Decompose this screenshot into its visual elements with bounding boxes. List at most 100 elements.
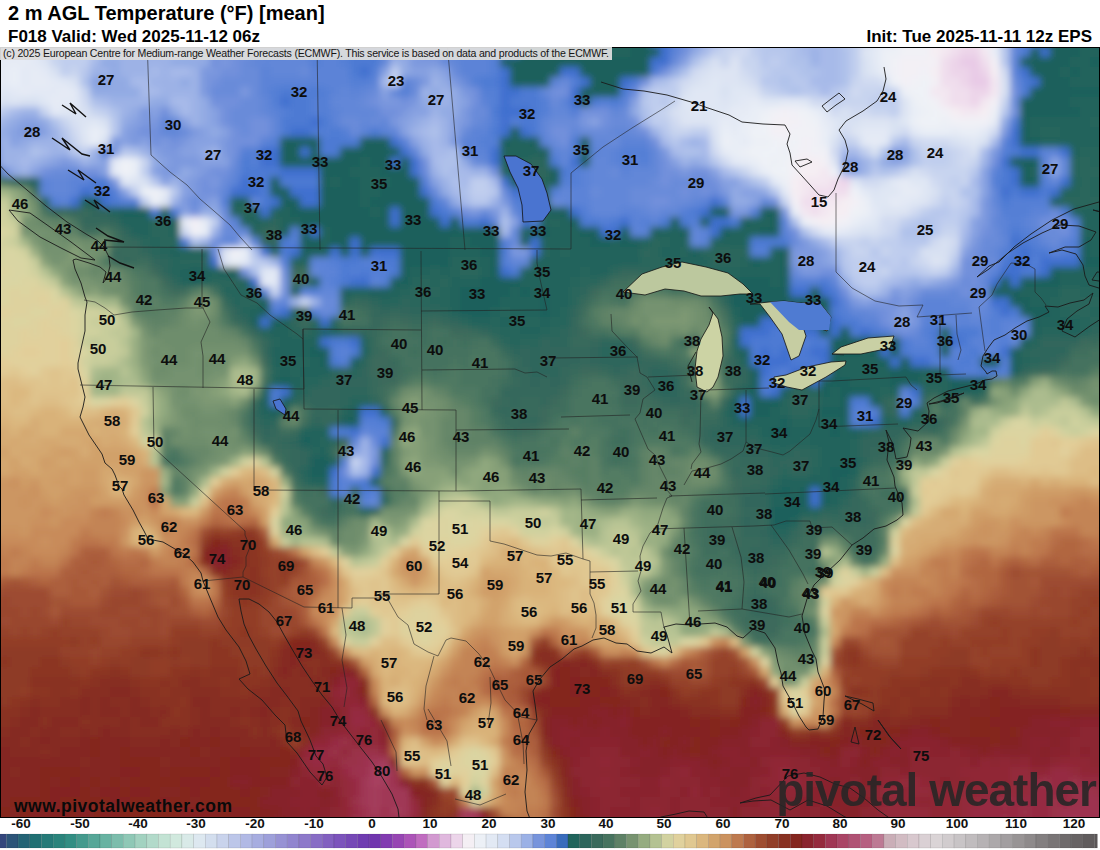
svg-text:27: 27 xyxy=(98,71,115,88)
svg-text:60: 60 xyxy=(406,557,423,574)
svg-text:43: 43 xyxy=(802,584,819,601)
svg-text:48: 48 xyxy=(237,371,254,388)
svg-text:33: 33 xyxy=(574,91,591,108)
svg-text:56: 56 xyxy=(447,585,464,602)
svg-text:57: 57 xyxy=(381,654,398,671)
svg-text:51: 51 xyxy=(611,599,628,616)
svg-text:34: 34 xyxy=(984,349,1001,366)
svg-text:49: 49 xyxy=(651,627,668,644)
svg-text:51: 51 xyxy=(787,694,804,711)
svg-text:52: 52 xyxy=(416,618,433,635)
svg-text:34: 34 xyxy=(534,284,551,301)
svg-text:34: 34 xyxy=(784,493,801,510)
svg-text:24: 24 xyxy=(927,144,944,161)
svg-text:36: 36 xyxy=(461,256,478,273)
svg-text:41: 41 xyxy=(523,447,540,464)
svg-text:32: 32 xyxy=(605,226,622,243)
svg-text:64: 64 xyxy=(513,731,530,748)
svg-text:28: 28 xyxy=(894,313,911,330)
svg-text:65: 65 xyxy=(686,665,703,682)
svg-text:27: 27 xyxy=(428,91,445,108)
svg-text:40: 40 xyxy=(391,335,408,352)
svg-text:43: 43 xyxy=(649,451,666,468)
svg-text:30: 30 xyxy=(165,116,182,133)
svg-text:33: 33 xyxy=(385,156,402,173)
svg-text:52: 52 xyxy=(429,537,446,554)
svg-text:74: 74 xyxy=(330,712,347,729)
svg-text:42: 42 xyxy=(136,291,153,308)
svg-text:55: 55 xyxy=(589,575,606,592)
svg-text:73: 73 xyxy=(574,680,591,697)
svg-text:60: 60 xyxy=(815,682,832,699)
svg-text:40: 40 xyxy=(427,341,444,358)
svg-text:40: 40 xyxy=(759,573,776,590)
svg-text:72: 72 xyxy=(865,726,882,743)
svg-text:35: 35 xyxy=(943,389,960,406)
svg-text:50: 50 xyxy=(656,816,671,831)
svg-text:43: 43 xyxy=(529,469,546,486)
svg-text:39: 39 xyxy=(296,307,313,324)
svg-text:75: 75 xyxy=(913,747,930,764)
svg-text:55: 55 xyxy=(404,747,421,764)
svg-text:48: 48 xyxy=(465,786,482,803)
svg-text:63: 63 xyxy=(227,501,244,518)
svg-text:35: 35 xyxy=(534,263,551,280)
svg-text:56: 56 xyxy=(138,531,155,548)
svg-text:33: 33 xyxy=(312,153,329,170)
svg-text:-50: -50 xyxy=(70,816,90,831)
svg-text:35: 35 xyxy=(280,352,297,369)
svg-text:40: 40 xyxy=(646,404,663,421)
svg-text:42: 42 xyxy=(344,490,361,507)
svg-text:50: 50 xyxy=(90,340,107,357)
svg-text:57: 57 xyxy=(507,547,524,564)
svg-text:29: 29 xyxy=(972,252,989,269)
svg-text:40: 40 xyxy=(616,285,633,302)
svg-text:24: 24 xyxy=(859,258,876,275)
svg-text:39: 39 xyxy=(806,521,823,538)
svg-text:39: 39 xyxy=(817,564,834,581)
svg-text:41: 41 xyxy=(659,427,676,444)
svg-text:46: 46 xyxy=(483,468,500,485)
svg-text:41: 41 xyxy=(339,306,356,323)
svg-text:39: 39 xyxy=(856,541,873,558)
svg-text:39: 39 xyxy=(377,364,394,381)
svg-text:59: 59 xyxy=(487,576,504,593)
svg-text:50: 50 xyxy=(99,311,116,328)
svg-text:29: 29 xyxy=(970,284,987,301)
svg-text:38: 38 xyxy=(725,362,742,379)
svg-text:(c) 2025 European Centre for M: (c) 2025 European Centre for Medium-rang… xyxy=(3,47,609,59)
svg-text:43: 43 xyxy=(798,650,815,667)
svg-text:47: 47 xyxy=(580,515,597,532)
svg-text:35: 35 xyxy=(509,312,526,329)
svg-text:www.pivotalweather.com: www.pivotalweather.com xyxy=(13,796,232,816)
svg-text:23: 23 xyxy=(388,72,405,89)
svg-text:110: 110 xyxy=(1005,816,1027,831)
svg-text:48: 48 xyxy=(349,617,366,634)
svg-text:34: 34 xyxy=(1057,316,1074,333)
svg-text:27: 27 xyxy=(1042,160,1059,177)
svg-text:38: 38 xyxy=(751,595,768,612)
svg-text:58: 58 xyxy=(253,482,270,499)
svg-text:27: 27 xyxy=(205,146,222,163)
svg-text:51: 51 xyxy=(452,520,469,537)
svg-text:33: 33 xyxy=(405,211,422,228)
svg-text:25: 25 xyxy=(917,221,934,238)
svg-text:38: 38 xyxy=(684,332,701,349)
svg-text:71: 71 xyxy=(314,678,331,695)
svg-text:70: 70 xyxy=(234,576,251,593)
svg-text:65: 65 xyxy=(526,671,543,688)
svg-text:47: 47 xyxy=(652,521,669,538)
svg-text:37: 37 xyxy=(746,440,763,457)
svg-text:15: 15 xyxy=(811,193,828,210)
svg-text:56: 56 xyxy=(521,603,538,620)
svg-text:39: 39 xyxy=(805,545,822,562)
svg-text:38: 38 xyxy=(511,405,528,422)
svg-text:38: 38 xyxy=(845,508,862,525)
svg-text:50: 50 xyxy=(147,433,164,450)
svg-text:90: 90 xyxy=(890,816,905,831)
svg-text:36: 36 xyxy=(937,332,954,349)
svg-text:33: 33 xyxy=(301,220,318,237)
svg-text:57: 57 xyxy=(112,477,129,494)
svg-text:33: 33 xyxy=(746,289,763,306)
svg-text:55: 55 xyxy=(557,551,574,568)
